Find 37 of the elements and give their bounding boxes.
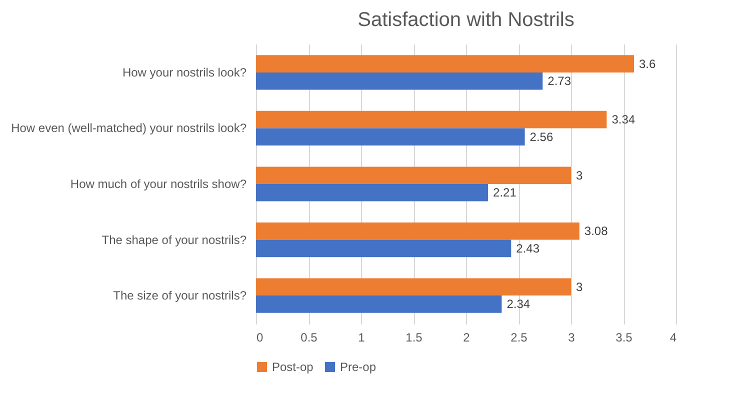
x-tick-label: 0 <box>256 330 264 344</box>
data-label: 2.56 <box>530 130 554 144</box>
bar <box>256 278 571 296</box>
x-tick-label: 2.5 <box>510 330 528 344</box>
legend-label: Pre-op <box>340 360 376 374</box>
bar <box>256 240 512 258</box>
x-tick-label: 1.5 <box>406 330 423 344</box>
bar <box>256 296 502 313</box>
data-label: 2.43 <box>516 241 540 256</box>
y-tick-label: The size of your nostrils? <box>113 288 247 303</box>
x-tick-label: 2 <box>463 330 470 344</box>
data-label: 3.6 <box>639 56 656 71</box>
bar <box>256 184 488 202</box>
y-tick-label: How your nostrils look? <box>122 65 247 80</box>
data-label: 3.34 <box>612 112 636 127</box>
y-tick-label: How even (well-matched) your nostrils look? <box>11 121 247 136</box>
bar <box>256 128 525 146</box>
y-tick-label: How much of your nostrils show? <box>70 177 247 191</box>
chart-title: Satisfaction with Nostrils <box>358 9 574 31</box>
data-label: 2.34 <box>506 297 530 312</box>
data-label: 2.21 <box>493 186 517 200</box>
x-tick-label: 3 <box>568 330 576 344</box>
data-label: 3 <box>576 280 583 294</box>
bar <box>256 72 543 90</box>
data-label: 3 <box>576 168 583 182</box>
x-tick-label: 3.5 <box>616 330 633 344</box>
y-tick-label: The shape of your nostrils? <box>102 232 247 247</box>
bar <box>256 166 571 184</box>
bar <box>256 55 634 72</box>
x-tick-label: 1 <box>358 330 366 344</box>
x-tick-label: 4 <box>670 330 677 344</box>
bar <box>256 110 607 128</box>
x-tick-label: 0.5 <box>300 330 318 344</box>
data-label: 2.73 <box>548 74 572 88</box>
data-label: 3.08 <box>584 224 608 238</box>
bar <box>256 222 580 240</box>
legend-label: Post-op <box>272 360 314 374</box>
